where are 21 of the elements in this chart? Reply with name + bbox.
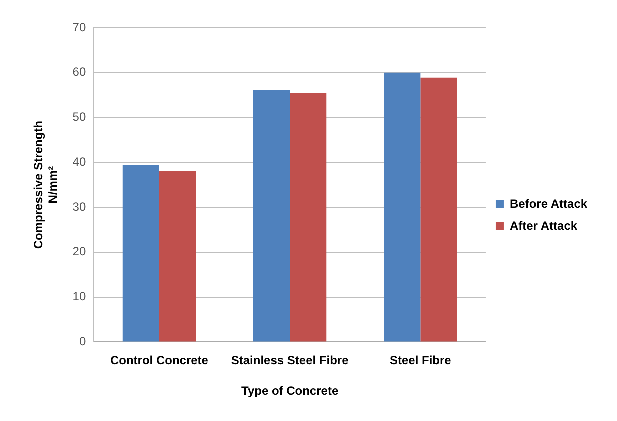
bar [122,165,160,342]
y-tick-label: 50 [72,110,86,124]
bar [159,171,196,342]
x-tick-label: Stainless Steel Fibre [231,354,350,368]
y-axis-title: Compressive Strength N/mm² [32,121,60,250]
y-tick-label: 70 [72,20,86,34]
bar [290,93,327,342]
y-tick-label: 0 [79,334,86,349]
y-tick-label: 40 [72,154,86,169]
x-axis-title: Type of Concrete [242,384,339,398]
y-tick-label: 60 [72,65,86,80]
y-tick-label: 30 [72,200,86,214]
y-tick-label: 10 [72,290,86,304]
x-tick-label: Control Concrete [110,354,209,368]
bar [420,78,458,342]
legend-label: After Attack [510,218,578,233]
bar [384,72,421,342]
y-tick-label: 20 [72,244,86,259]
bar [253,90,290,342]
x-tick-label: Steel Fibre [390,354,452,368]
legend-label: Before Attack [510,196,588,211]
